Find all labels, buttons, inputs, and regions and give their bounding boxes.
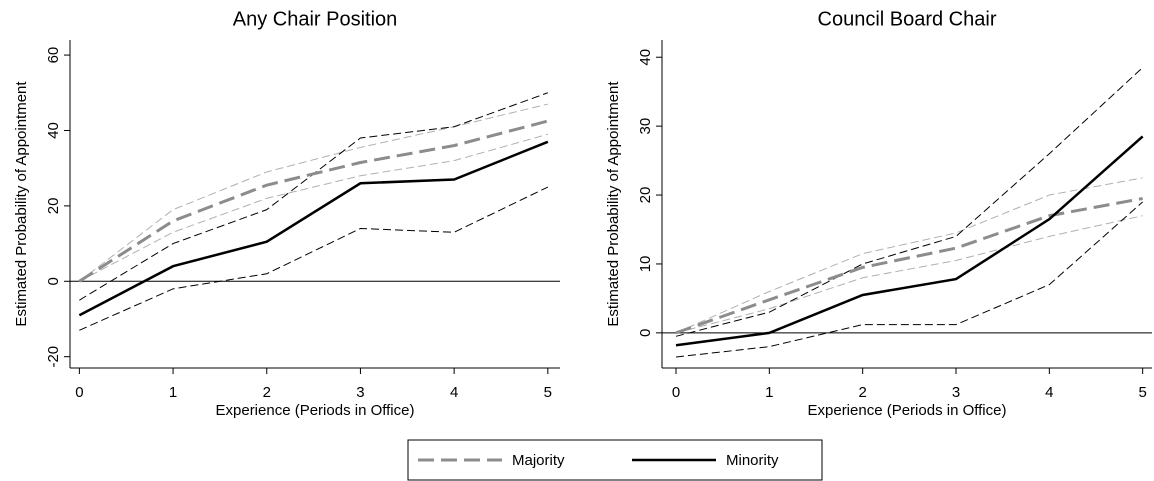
ci-lower [79, 133, 548, 282]
legend-label: Majority [512, 452, 565, 469]
x-tick-label: 5 [544, 384, 552, 401]
x-tick-label: 4 [1045, 384, 1053, 401]
series-line [78, 119, 549, 283]
series-line [78, 140, 549, 317]
y-tick-label: -20 [45, 346, 62, 368]
y-tick-label: 40 [637, 49, 654, 66]
series-line [675, 197, 1143, 335]
x-tick-label: 5 [1138, 384, 1146, 401]
x-tick-label: 1 [169, 384, 177, 401]
y-tick-label: 0 [637, 329, 654, 337]
series-line [675, 135, 1144, 347]
ci-upper [79, 92, 548, 301]
ci-upper [79, 103, 548, 282]
x-tick-label: 0 [672, 384, 680, 401]
x-tick-label: 3 [356, 384, 364, 401]
y-tick-label: 20 [45, 198, 62, 215]
ci-upper [675, 177, 1143, 334]
y-tick-label: 0 [45, 277, 62, 285]
ci-upper [675, 67, 1144, 337]
ci-lower [675, 215, 1143, 334]
y-tick-label: 20 [637, 187, 654, 204]
chart-title: Any Chair Position [233, 8, 398, 30]
y-tick-label: 40 [45, 122, 62, 139]
x-tick-label: 2 [263, 384, 271, 401]
chart-title: Council Board Chair [818, 8, 997, 30]
x-tick-label: 2 [858, 384, 866, 401]
ci-lower [675, 201, 1143, 358]
y-tick-label: 60 [45, 47, 62, 64]
ci-lower [79, 186, 549, 331]
x-tick-label: 3 [952, 384, 960, 401]
x-tick-label: 0 [75, 384, 83, 401]
y-tick-label: 30 [637, 118, 654, 135]
x-axis-label: Experience (Periods in Office) [216, 402, 415, 419]
x-tick-label: 1 [765, 384, 773, 401]
legend-label: Minority [726, 452, 779, 469]
y-axis-label: Estimated Probability of Appointment [605, 81, 622, 327]
y-axis-label: Estimated Probability of Appointment [13, 81, 30, 327]
x-axis-label: Experience (Periods in Office) [808, 402, 1007, 419]
y-tick-label: 10 [637, 256, 654, 273]
x-tick-label: 4 [450, 384, 458, 401]
